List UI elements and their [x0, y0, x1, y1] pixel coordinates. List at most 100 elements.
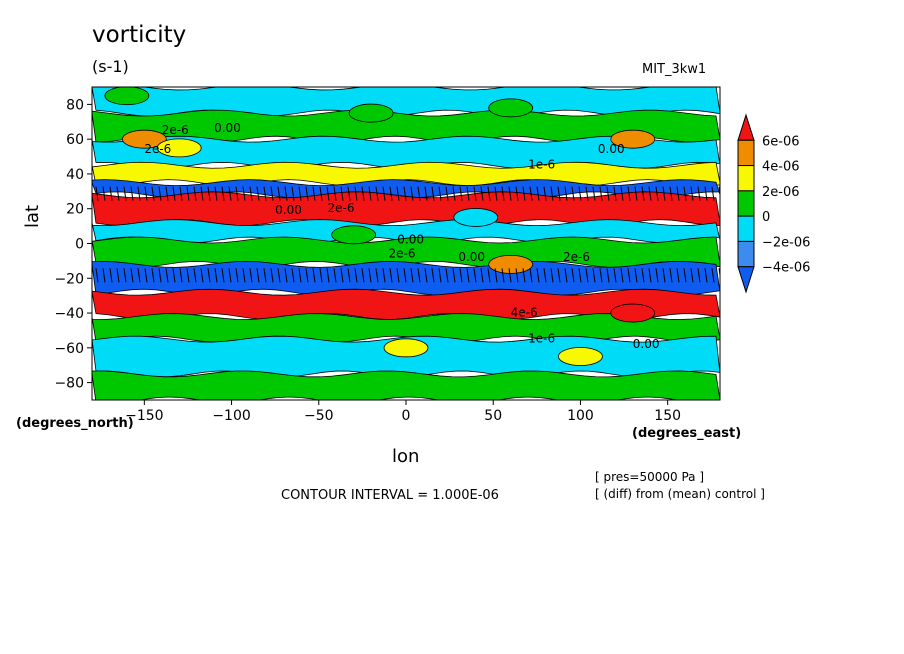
- colorbar-label: 2e-06: [762, 185, 800, 200]
- contour-line: [445, 268, 449, 283]
- contour-feature: [488, 98, 534, 118]
- contour-line: [718, 268, 720, 279]
- contour-line: [697, 186, 701, 201]
- contour-line: [144, 186, 148, 201]
- contour-line: [109, 186, 113, 201]
- lat-band: [92, 236, 720, 268]
- contour-line: [95, 186, 99, 201]
- x-tick-label: −100: [212, 408, 250, 424]
- contour-line: [375, 186, 379, 201]
- contour-line: [431, 268, 435, 283]
- contour-line: [424, 186, 428, 201]
- contour-line: [508, 268, 512, 283]
- contour-line: [564, 186, 568, 201]
- y-tick-label: 0: [75, 237, 84, 253]
- y-tick-label: 20: [66, 202, 84, 218]
- contour-line: [473, 186, 477, 201]
- contour-line: [375, 268, 379, 283]
- contour-line: [242, 268, 246, 283]
- contour-line: [543, 186, 547, 201]
- contour-line: [676, 268, 680, 283]
- y-tick-label: 60: [66, 132, 84, 148]
- contour-line: [627, 268, 631, 283]
- contour-line: [606, 186, 610, 201]
- contour-line: [165, 186, 169, 201]
- contour-line: [347, 186, 351, 201]
- contour-feature: [488, 254, 534, 274]
- colorbar: 6e-06 4e-06 2e-06 0 −2e-06 −4e-06: [737, 113, 810, 294]
- contour-line: [270, 268, 274, 283]
- contour-line: [389, 186, 393, 201]
- contour-line: [368, 186, 372, 201]
- contour-line: [221, 186, 225, 201]
- colorbar-swatch: [737, 139, 755, 167]
- contour-line: [669, 186, 673, 201]
- contour-line: [284, 186, 288, 201]
- contour-line: [648, 268, 652, 283]
- contour-line: [690, 186, 694, 201]
- contour-feature: [331, 225, 377, 245]
- contour-line: [144, 268, 148, 283]
- contour-line: [333, 186, 337, 201]
- y-tick-label: −80: [54, 376, 84, 392]
- contour-label: 1e-6: [528, 332, 555, 346]
- contour-line: [599, 268, 603, 283]
- contour-line: [137, 268, 141, 283]
- contour-line: [550, 186, 554, 201]
- contour-line: [263, 268, 267, 283]
- contour-label: 0.00: [275, 203, 302, 217]
- contour-line: [291, 268, 295, 283]
- colorbar-label: −4e-06: [762, 261, 810, 276]
- contour-line: [116, 268, 120, 283]
- contour-line: [571, 186, 575, 201]
- contour-line: [634, 186, 638, 201]
- contour-label: 2e-6: [389, 246, 416, 260]
- contour-line: [270, 186, 274, 201]
- contour-line: [249, 186, 253, 201]
- contour-line: [571, 268, 575, 283]
- contour-line: [662, 268, 666, 283]
- contour-line: [424, 268, 428, 283]
- contour-line: [522, 186, 526, 201]
- contour-line: [361, 186, 365, 201]
- contour-line: [256, 268, 260, 283]
- contour-line: [501, 268, 505, 283]
- contour-line: [403, 186, 407, 201]
- x-axis-units: (degrees_east): [632, 426, 742, 441]
- contour-line: [305, 268, 309, 283]
- x-tick-label: 0: [402, 408, 411, 424]
- contour-line: [711, 186, 715, 201]
- contour-line: [389, 268, 393, 283]
- contour-line: [382, 268, 386, 283]
- contour-line: [466, 186, 470, 201]
- contour-line: [410, 186, 414, 201]
- contour-line: [277, 268, 281, 283]
- lat-band: [92, 87, 720, 117]
- contour-line: [403, 268, 407, 283]
- colorbar-swatch: [737, 266, 755, 294]
- contour-line: [340, 186, 344, 201]
- contour-feature: [104, 87, 150, 106]
- contour-line: [690, 268, 694, 283]
- contour-line: [284, 268, 288, 283]
- colorbar-label: −2e-06: [762, 235, 810, 250]
- contour-line: [312, 268, 316, 283]
- contour-line: [333, 268, 337, 283]
- colorbar-label: 4e-06: [762, 160, 800, 175]
- axes: −150 −100 −50 0 50 100 150 80 60 40 20 0 −20 −40 −60 −8…: [54, 86, 721, 424]
- x-tick-label: −150: [125, 408, 163, 424]
- contour-line: [655, 186, 659, 201]
- contour-line: [340, 268, 344, 283]
- contour-line: [704, 186, 708, 201]
- contour-line: [151, 186, 155, 201]
- contour-label: 2e-6: [563, 250, 590, 264]
- contour-label: 0.00: [397, 233, 424, 247]
- colorbar-swatch: [737, 240, 755, 268]
- contour-label: 1e-6: [528, 158, 555, 172]
- contour-line: [494, 186, 498, 201]
- contour-line: [207, 268, 211, 283]
- y-tick-label: 80: [66, 97, 84, 113]
- contour-line: [718, 186, 720, 198]
